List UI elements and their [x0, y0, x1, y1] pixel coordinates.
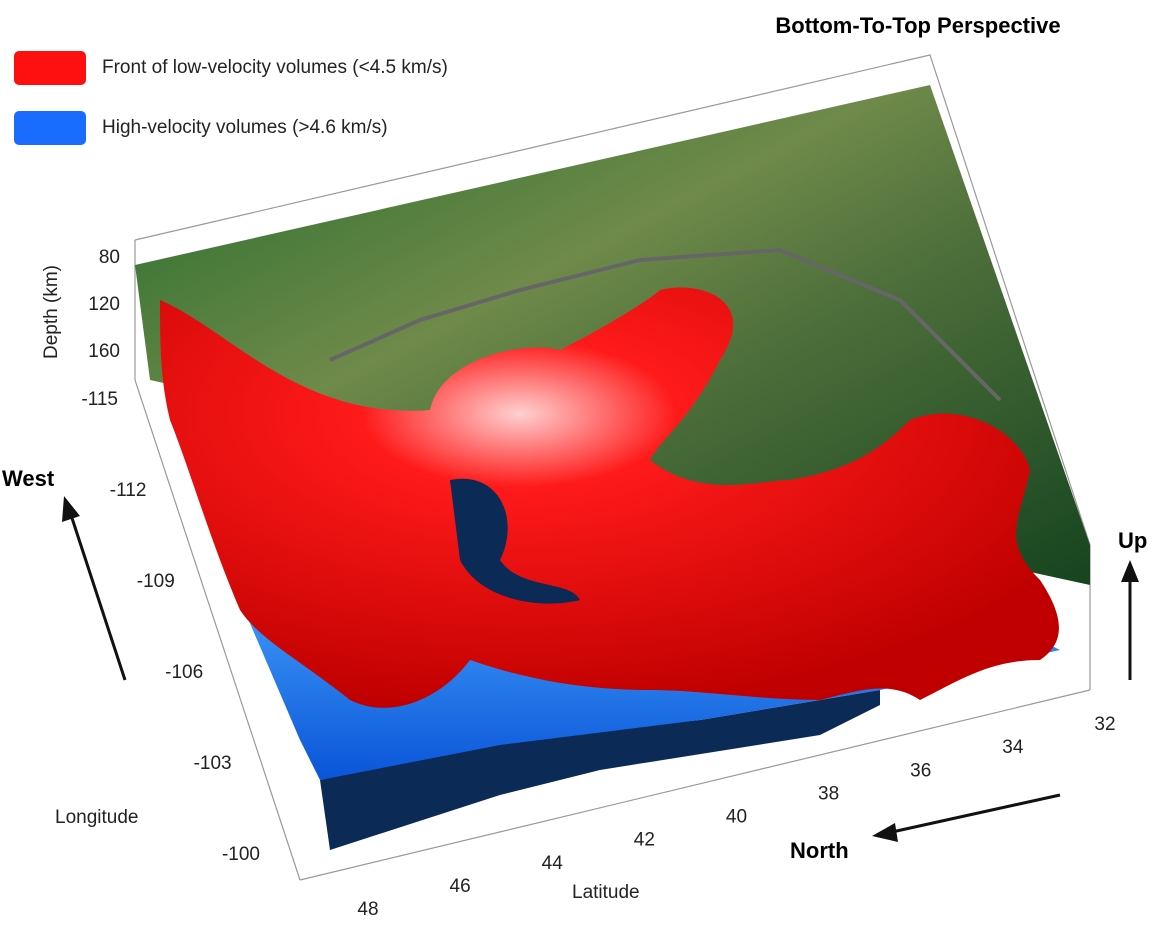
tick-label: 36	[910, 760, 931, 781]
direction-label: West	[2, 466, 55, 491]
direction-label: Up	[1118, 528, 1147, 553]
box-edge	[134, 54, 1091, 546]
tick-label: -103	[194, 753, 232, 774]
base-volume	[320, 690, 880, 850]
border-line	[329, 247, 1002, 402]
arrows	[62, 496, 1139, 842]
low-velocity-volume	[160, 287, 1059, 708]
tick-label: 42	[634, 830, 655, 851]
tick-label: -109	[137, 571, 175, 592]
arrowhead	[872, 823, 898, 842]
tick-label: 32	[1094, 714, 1115, 735]
arrowhead	[1121, 560, 1139, 582]
title: Bottom-To-Top Perspective	[775, 13, 1060, 38]
direction-label: North	[790, 838, 849, 863]
tick-label: 40	[726, 807, 747, 828]
axis-label: Depth (km)	[41, 265, 62, 359]
tick-label: 44	[542, 853, 564, 874]
legend-label: Front of low-velocity volumes (<4.5 km/s…	[102, 57, 448, 78]
tick-label: 38	[818, 783, 839, 804]
tick-label: 160	[88, 341, 120, 362]
legend-swatch	[14, 111, 86, 145]
scene	[134, 54, 1091, 881]
arrowhead	[62, 496, 80, 522]
arrow-north	[891, 793, 1061, 834]
tick-label: 46	[450, 876, 471, 897]
base-volume	[450, 478, 580, 604]
tick-label: -112	[110, 480, 147, 501]
tick-label: 34	[1002, 737, 1024, 758]
tick-label: -115	[81, 389, 118, 410]
axis-label: Longitude	[55, 807, 138, 828]
tick-label: -100	[222, 844, 260, 865]
axis-label: Latitude	[572, 882, 640, 903]
legend-swatch	[14, 51, 86, 85]
tick-label: 120	[88, 294, 120, 315]
tick-label: 80	[99, 247, 120, 268]
box-edge	[134, 379, 301, 881]
box-edge	[299, 689, 1091, 881]
tick-label: 48	[357, 899, 378, 920]
tick-label: -106	[165, 662, 203, 683]
arrow-west	[68, 511, 127, 681]
legend-label: High-velocity volumes (>4.6 km/s)	[102, 117, 388, 138]
